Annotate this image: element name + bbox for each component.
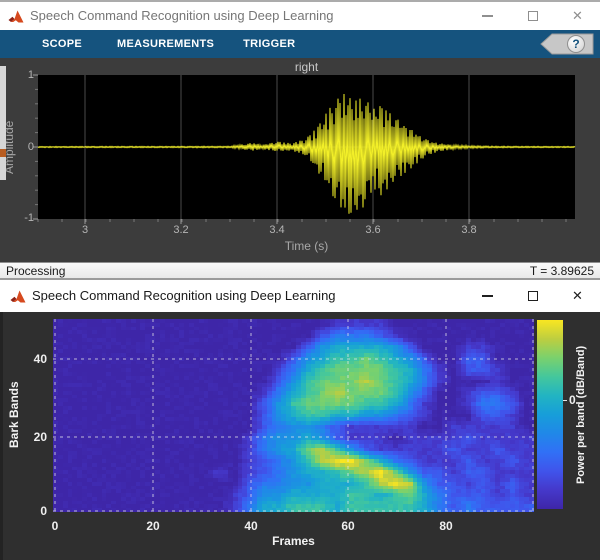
scope-window-titlebar: Speech Command Recognition using Deep Le…	[0, 0, 600, 30]
scope-status-bar: Processing T = 3.89625	[0, 262, 600, 278]
y-tick-label: 20	[33, 430, 47, 444]
plot-title: right	[294, 60, 319, 74]
figure-window-titlebar: Speech Command Recognition using Deep Le…	[0, 278, 600, 312]
spectrogram-heatmap	[53, 319, 534, 512]
colorbar	[537, 320, 563, 509]
x-tick-label: 3.4	[269, 224, 285, 236]
close-icon: ✕	[572, 8, 583, 23]
x-tick-label: 40	[244, 519, 258, 533]
help-button[interactable]: ?	[540, 33, 594, 55]
minimize-icon	[482, 295, 493, 297]
tab-scope[interactable]: SCOPE	[42, 38, 83, 50]
y-tick-label: 0	[40, 504, 47, 518]
y-tick-label: -1	[24, 212, 34, 224]
figure-plot-area: 40 20 0 0 20 40 60 80 Frames Bark Bands …	[0, 312, 600, 560]
tab-measurements[interactable]: MEASUREMENTS	[117, 38, 215, 50]
matlab-logo-icon	[8, 10, 24, 23]
background-window-edge	[0, 66, 6, 180]
colorbar-axis-label: Power per band (dB/Band)	[575, 345, 587, 484]
scope-plot-area: right Amplitude 1 0 -1 3 3.2 3.4 3.6 3.8…	[0, 58, 600, 262]
minimize-icon	[482, 15, 493, 17]
scope-toolbar: SCOPE MEASUREMENTS TRIGGER ?	[0, 30, 600, 58]
scope-window-title: Speech Command Recognition using Deep Le…	[30, 8, 334, 23]
x-tick-label: 20	[146, 519, 160, 533]
close-button[interactable]: ✕	[555, 2, 600, 30]
colorbar-tick	[563, 400, 567, 401]
minimize-button[interactable]	[465, 2, 510, 30]
x-tick-label: 3.2	[173, 224, 189, 236]
maximize-icon	[527, 11, 538, 21]
status-text: Processing	[6, 264, 66, 278]
y-axis-label: Bark Bands	[7, 381, 21, 449]
minimize-button[interactable]	[465, 280, 510, 312]
figure-window-title: Speech Command Recognition using Deep Le…	[32, 288, 336, 303]
tab-trigger[interactable]: TRIGGER	[243, 38, 296, 50]
matlab-logo-icon	[10, 290, 26, 303]
x-tick-label: 3.8	[461, 224, 477, 236]
maximize-button[interactable]	[510, 2, 555, 30]
help-icon: ?	[567, 35, 585, 53]
x-tick-label: 3	[81, 224, 89, 236]
x-tick-label: 3.6	[365, 224, 381, 236]
y-tick-label: 0	[27, 141, 34, 153]
waveform-chart	[33, 74, 576, 224]
x-tick-label: 80	[439, 519, 453, 533]
background-window-icon-sliver	[0, 149, 6, 157]
maximize-button[interactable]	[510, 280, 555, 312]
close-button[interactable]: ✕	[555, 280, 600, 312]
x-axis-label: Time (s)	[284, 239, 329, 253]
x-tick-label: 60	[341, 519, 355, 533]
x-axis-label: Frames	[272, 534, 315, 548]
colorbar-tick-label: 0	[569, 393, 576, 407]
maximize-icon	[527, 291, 538, 301]
x-tick-label: 0	[51, 519, 59, 533]
simulation-time: T = 3.89625	[529, 264, 594, 278]
close-icon: ✕	[572, 288, 583, 303]
y-tick-label: 1	[27, 69, 34, 81]
y-tick-label: 40	[33, 352, 47, 366]
